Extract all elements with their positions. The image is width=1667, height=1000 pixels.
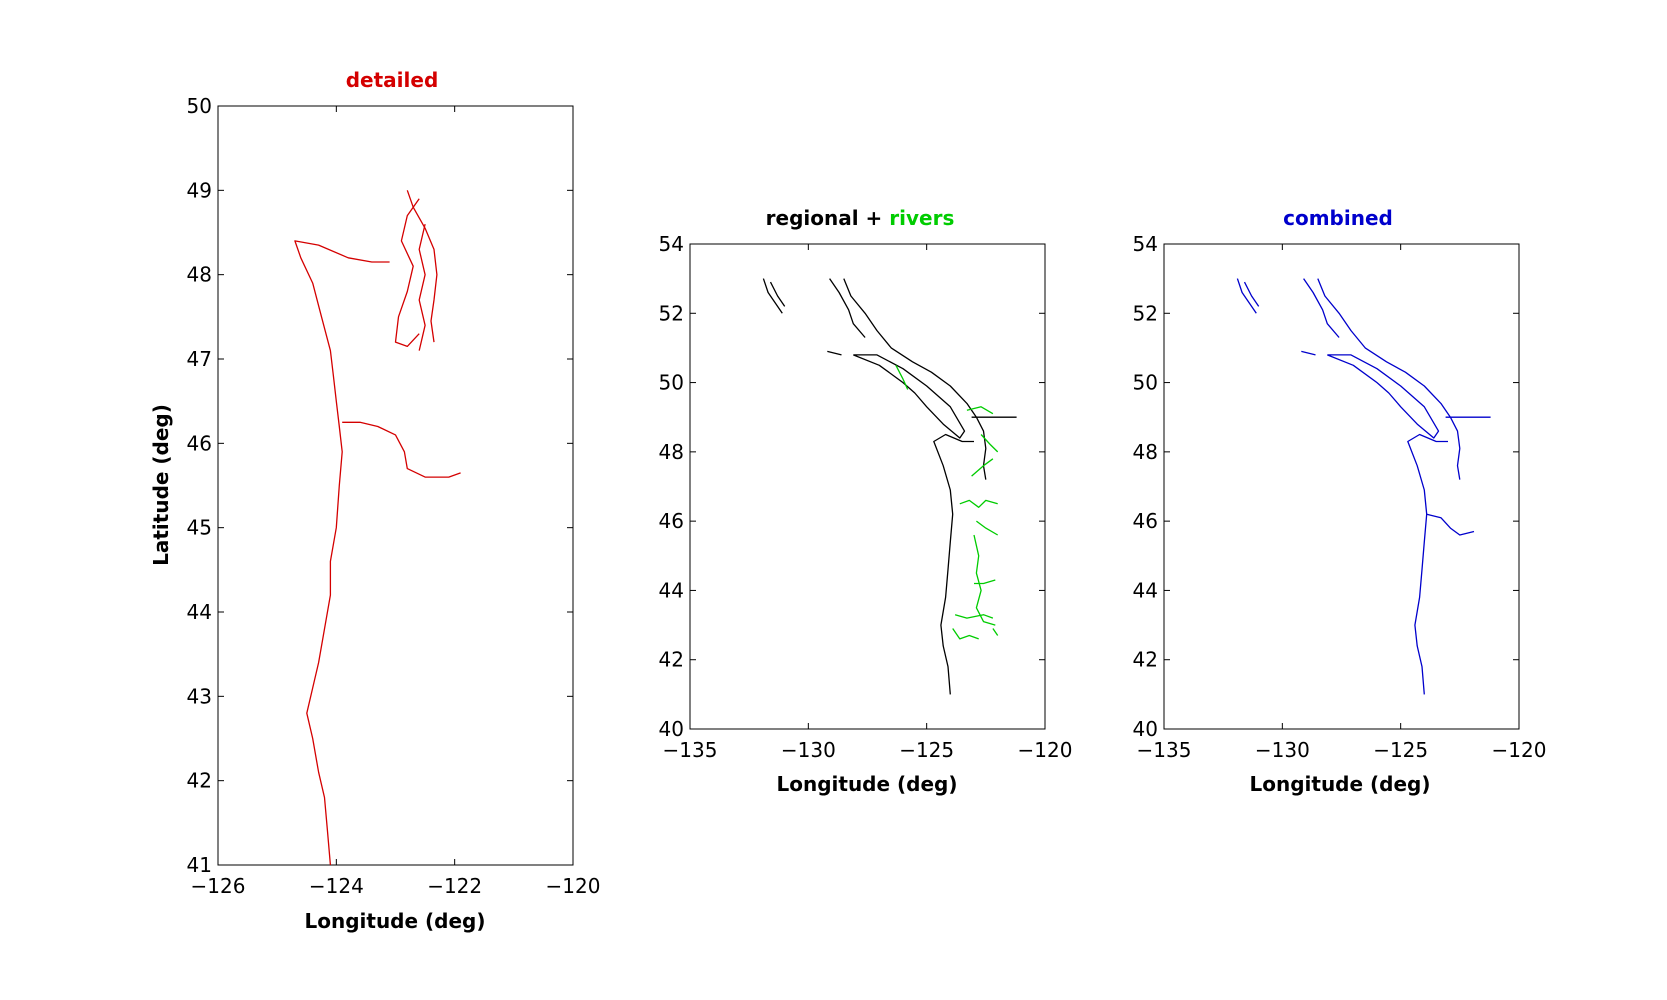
y-ticks: 41 42 43 44 45 46 47 48 49 50 xyxy=(187,94,573,877)
series-lines xyxy=(762,278,1017,695)
y-tick-label: 52 xyxy=(1133,301,1158,325)
x-tick-label: −135 xyxy=(663,738,718,762)
y-tick-label: 46 xyxy=(659,509,684,533)
y-tick-label: 41 xyxy=(187,853,212,877)
panel-combined: combined −135 −130 −125 −120 40 42 44 46 48 50 52… xyxy=(1133,206,1547,796)
plot-frame xyxy=(1163,243,1520,730)
coastline-segment xyxy=(980,434,999,453)
coastline-segment xyxy=(394,198,420,348)
x-ticks: −126 −124 −122 −120 xyxy=(191,106,601,898)
y-tick-label: 47 xyxy=(187,347,212,371)
coastline-segment xyxy=(406,190,438,343)
y-tick-label: 44 xyxy=(659,578,684,602)
x-tick-label: −120 xyxy=(1492,738,1547,762)
coastline-segment xyxy=(952,628,979,640)
x-tick-label: −135 xyxy=(1137,738,1192,762)
coastline-segment xyxy=(1407,433,1448,695)
y-tick-label: 54 xyxy=(659,232,684,256)
x-tick-label: −120 xyxy=(1018,738,1073,762)
coastline-segment xyxy=(966,406,994,415)
coastline-segment xyxy=(959,499,998,508)
panel-detailed: detailed −126 −124 −122 −120 41 42 43 44 45 46 47… xyxy=(149,68,600,933)
plot-frame xyxy=(217,105,574,866)
coastline-segment xyxy=(762,278,783,314)
coastline-segment xyxy=(992,628,999,636)
chart-title: detailed xyxy=(346,68,439,92)
chart-title-part-rivers: rivers xyxy=(889,206,954,230)
y-tick-label: 46 xyxy=(1133,509,1158,533)
y-tick-label: 50 xyxy=(187,94,212,118)
coastline-segment xyxy=(1243,281,1260,307)
x-axis-label: Longitude (deg) xyxy=(776,772,957,796)
coastline-segment xyxy=(933,433,974,695)
y-tick-label: 44 xyxy=(1133,578,1158,602)
coastline-segment xyxy=(973,534,996,626)
chart-title: combined xyxy=(1283,206,1393,230)
series-lines xyxy=(294,190,461,866)
plot-frame xyxy=(689,243,1046,730)
x-tick-label: −120 xyxy=(546,874,601,898)
coastline-segment xyxy=(827,350,842,356)
y-ticks: 40 42 44 46 48 50 52 54 xyxy=(659,232,1045,741)
y-tick-label: 50 xyxy=(1133,371,1158,395)
x-tick-label: −124 xyxy=(309,874,364,898)
y-tick-label: 48 xyxy=(187,263,212,287)
y-tick-label: 54 xyxy=(1133,232,1158,256)
coastline-segment xyxy=(342,421,461,478)
y-tick-label: 40 xyxy=(659,717,684,741)
y-tick-label: 49 xyxy=(187,178,212,202)
x-ticks: −135 −130 −125 −120 xyxy=(663,244,1073,762)
chart-title-part-regional: regional + xyxy=(766,206,890,230)
y-tick-label: 42 xyxy=(187,769,212,793)
coastline-segment xyxy=(829,278,866,338)
y-ticks: 40 42 44 46 48 50 52 54 xyxy=(1133,232,1519,741)
coastline-segment xyxy=(954,614,994,619)
y-tick-label: 48 xyxy=(1133,440,1158,464)
y-tick-label: 40 xyxy=(1133,717,1158,741)
coastline-segment xyxy=(1327,354,1440,439)
coastline-segment xyxy=(1301,350,1316,356)
y-tick-label: 45 xyxy=(187,516,212,540)
y-tick-label: 50 xyxy=(659,371,684,395)
x-axis-label: Longitude (deg) xyxy=(304,909,485,933)
x-tick-label: −125 xyxy=(1373,738,1428,762)
coastline-segment xyxy=(853,354,966,439)
y-tick-label: 52 xyxy=(659,301,684,325)
coastline-segment xyxy=(974,579,996,585)
y-tick-label: 43 xyxy=(187,684,212,708)
chart-title: regional + rivers xyxy=(766,206,955,230)
coastline-segment xyxy=(895,365,909,390)
series-lines xyxy=(1236,278,1491,695)
y-tick-label: 42 xyxy=(1133,648,1158,672)
coastline-segment xyxy=(769,281,786,307)
coastline-segment xyxy=(1236,278,1257,314)
x-ticks: −135 −130 −125 −120 xyxy=(1137,244,1547,762)
coastline-segment xyxy=(294,240,390,866)
y-axis-label: Latitude (deg) xyxy=(149,404,173,566)
x-axis-label: Longitude (deg) xyxy=(1249,772,1430,796)
coastline-segment xyxy=(976,520,999,536)
coastline-segment xyxy=(1426,513,1475,536)
x-tick-label: −122 xyxy=(427,874,482,898)
coastline-segment xyxy=(971,458,994,477)
y-tick-label: 42 xyxy=(659,648,684,672)
y-tick-label: 46 xyxy=(187,431,212,455)
y-tick-label: 44 xyxy=(187,600,212,624)
x-tick-label: −130 xyxy=(1255,738,1310,762)
y-tick-label: 48 xyxy=(659,440,684,464)
coastline-segment xyxy=(1303,278,1340,338)
x-tick-label: −126 xyxy=(191,874,246,898)
coastline-segment xyxy=(418,223,426,351)
coastline-segment xyxy=(843,278,987,480)
x-tick-label: −125 xyxy=(899,738,954,762)
coastline-segment xyxy=(1317,278,1461,480)
panel-regional-rivers: regional + rivers −135 −130 −125 −120 40424… xyxy=(659,206,1073,796)
x-tick-label: −130 xyxy=(781,738,836,762)
